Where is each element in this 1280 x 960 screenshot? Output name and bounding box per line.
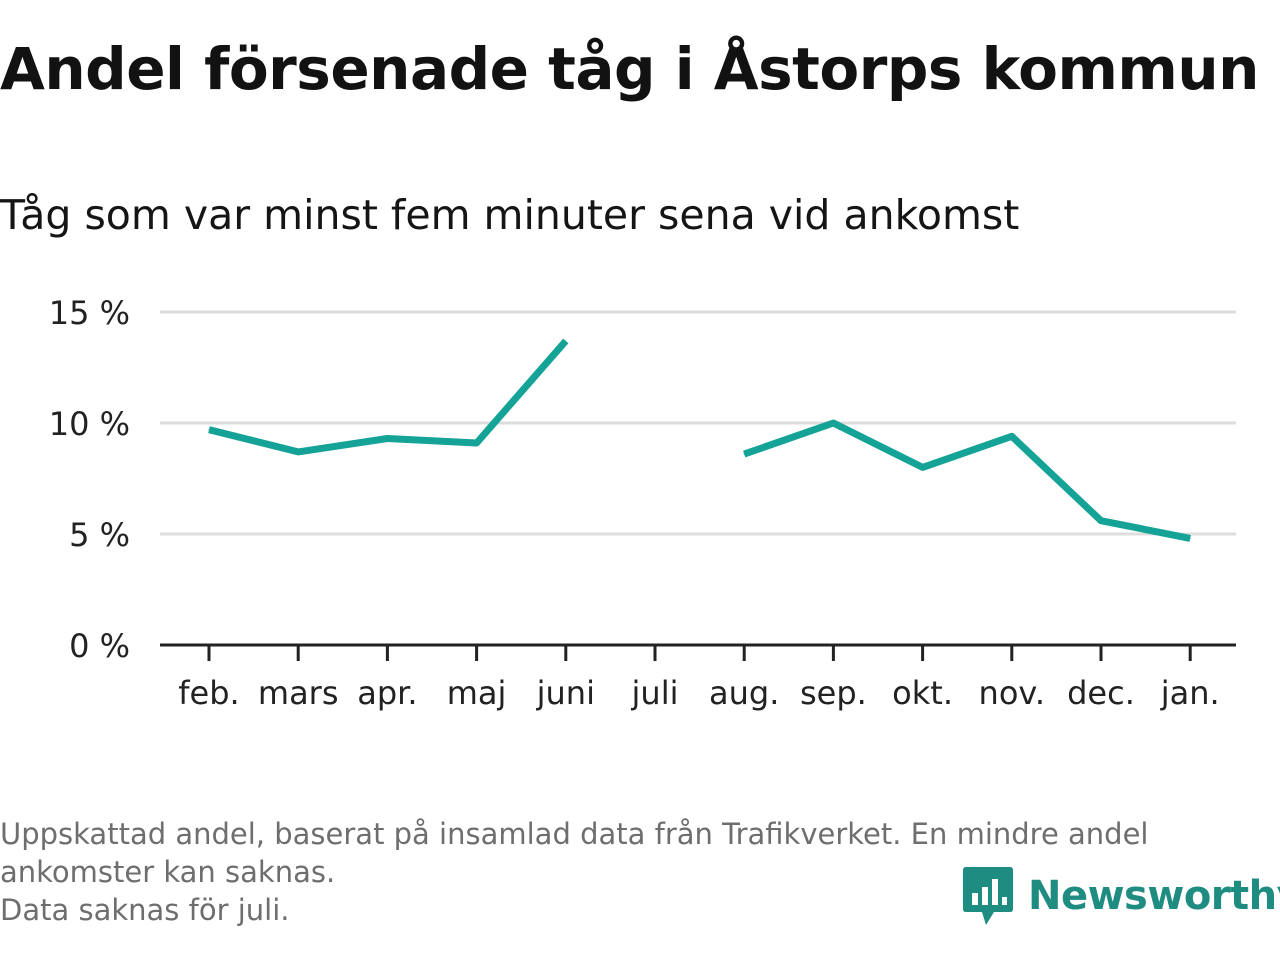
footnote: Uppskattad andel, baserat på insamlad da… [0,815,1270,929]
x-tick-label: maj [447,674,507,712]
chart-title: Andel försenade tåg i Åstorps kommun [0,35,1259,103]
x-tick-label: aug. [709,674,779,712]
y-tick-label: 5 % [69,516,130,554]
x-tick-label: apr. [357,674,417,712]
y-axis-ticks: 0 % 5 % 10 % 15 % [49,294,130,665]
x-tick-label: jan. [1160,674,1220,712]
data-point [1189,537,1191,539]
newsworthy-logo: Newsworthy [962,864,1280,928]
x-tick-label: juni [536,674,595,712]
x-tick-label: juli [631,674,679,712]
x-tick-label: mars [258,674,339,712]
footnote-line-1: Uppskattad andel, baserat på insamlad da… [0,817,1149,851]
x-tick-label: dec. [1067,674,1135,712]
y-tick-label: 0 % [69,627,130,665]
chart-subtitle: Tåg som var minst fem minuter sena vid a… [0,191,1020,239]
data-point [565,340,567,342]
data-point [1011,435,1013,437]
series-lines [208,338,1191,542]
series-line-segment [743,419,1191,542]
data-point [743,453,745,455]
data-point [476,442,478,444]
data-point [922,466,924,468]
brand-name: Newsworthy [1028,873,1280,919]
x-axis-ticks: feb. mars apr. maj juni juli aug. sep. okt. nov. d… [178,645,1220,712]
footnote-line-3: Data saknas för juli. [0,893,290,927]
y-tick-label: 10 % [49,405,130,443]
x-tick-label: sep. [800,674,867,712]
footnote-line-2: ankomster kan saknas. [0,855,336,889]
y-tick-label: 15 % [49,294,130,332]
data-point [1100,520,1102,522]
line-chart: 0 % 5 % 10 % 15 % feb. mars apr. maj juni juli au… [49,294,1236,712]
data-point [297,451,299,453]
x-tick-label: feb. [178,674,239,712]
data-point [832,422,834,424]
x-tick-label: nov. [979,674,1045,712]
data-point [386,438,388,440]
series-line-segment [208,338,569,456]
gridlines [160,310,1236,536]
data-point [208,429,210,431]
x-tick-label: okt. [892,674,953,712]
bar-chart-bubble-icon [963,867,1013,925]
